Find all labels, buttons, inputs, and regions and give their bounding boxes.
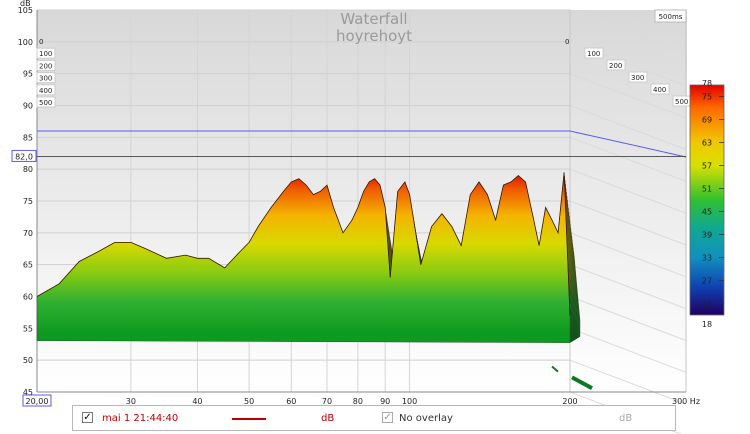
overlay-checkbox-2[interactable]: ✓ — [382, 412, 393, 423]
colorbar-label: 33 — [702, 254, 712, 263]
time-tick-box — [650, 83, 670, 95]
y-tick-label: 75 — [23, 197, 33, 206]
y-tick-label: 80 — [23, 165, 33, 174]
colorbar-label: 27 — [702, 277, 712, 286]
floor-shard — [571, 375, 593, 390]
time-tick-left: 300 — [39, 75, 52, 83]
x-tick-label: 50 — [244, 397, 254, 406]
colorbar-label: 75 — [702, 93, 712, 102]
time-tick-left: 0 — [39, 38, 43, 46]
side-gridline — [569, 296, 687, 341]
y-tick-label: 95 — [23, 70, 33, 79]
time-tick-left: 200 — [39, 62, 52, 70]
time-tick-box — [36, 72, 56, 84]
chart-subtitle: hoyrehoyt — [336, 27, 412, 45]
y-tick-label: 50 — [23, 356, 33, 365]
time-badge: 500ms — [659, 13, 683, 21]
time-badge-box — [654, 9, 687, 23]
time-tick-box — [36, 84, 56, 96]
side-gridline — [569, 168, 687, 214]
time-tick-box — [36, 96, 56, 108]
side-gridline — [569, 105, 687, 150]
colorbar-label: 69 — [702, 116, 712, 125]
x-tick-label: 80 — [353, 397, 363, 406]
time-tick-right: 0 — [565, 38, 569, 46]
side-gridline — [569, 200, 687, 246]
legend-entry-2-unit: dB — [619, 413, 633, 424]
colorbar-label: 51 — [702, 185, 712, 194]
legend-entry-1-line — [232, 418, 266, 420]
chart-title: Waterfall — [340, 10, 407, 28]
time-tick-right: 400 — [653, 86, 666, 94]
x-tick-label: 60 — [286, 397, 296, 406]
x-marker-box — [22, 394, 52, 407]
legend-entry-2-label: No overlay — [399, 413, 453, 424]
colorbar-label: 63 — [702, 139, 712, 148]
floor-shard — [551, 365, 559, 373]
time-tick-box — [36, 59, 56, 71]
time-tick-right: 300 — [631, 74, 644, 82]
y-tick-label: 65 — [23, 261, 33, 270]
side-gridline — [569, 232, 687, 278]
y-axis-unit: dB — [20, 0, 31, 8]
y-tick-label: 45 — [23, 388, 33, 397]
colorbar-label: 45 — [702, 208, 712, 217]
side-gridline — [569, 264, 687, 310]
side-gridline — [569, 73, 687, 119]
y-marker-label: 82,0 — [15, 152, 33, 161]
x-tick-label: 90 — [380, 397, 390, 406]
x-tick-label: 100 — [402, 397, 417, 406]
colorbar-label: 57 — [702, 162, 712, 171]
overlay-checkbox-1[interactable]: ✓ — [82, 412, 93, 423]
y-tick-label: 90 — [23, 102, 33, 111]
threshold-line — [37, 130, 687, 158]
time-tick-left: 400 — [39, 87, 52, 95]
colorbar-label: 18 — [702, 320, 712, 329]
y-tick-label: 70 — [23, 229, 33, 238]
side-gridline — [569, 136, 687, 182]
time-tick-box — [584, 47, 604, 59]
x-tick-label: 30 — [126, 397, 136, 406]
y-marker-box — [11, 149, 37, 162]
front-slice-line — [36, 172, 571, 316]
time-tick-box — [36, 47, 56, 59]
x-tick-label: 200 — [562, 397, 577, 406]
x-tick-label: 300 Hz — [672, 397, 700, 406]
time-tick-box — [628, 71, 648, 83]
side-gridline — [569, 9, 687, 55]
y-tick-label: 100 — [18, 38, 33, 47]
colorbar-label: 39 — [702, 231, 712, 240]
y-tick-label: 85 — [23, 133, 33, 142]
time-tick-right: 500 — [675, 98, 688, 106]
legend-entry-1-unit: dB — [321, 413, 335, 424]
time-tick-box — [606, 59, 626, 71]
side-gridline — [569, 327, 687, 373]
y-tick-label: 105 — [18, 6, 33, 15]
time-tick-left: 500 — [39, 99, 52, 107]
colorbar-label: 21 — [702, 300, 712, 309]
colorbar — [689, 84, 725, 316]
x-tick-label: 40 — [192, 397, 202, 406]
y-tick-label: 55 — [23, 324, 33, 333]
time-tick-right: 200 — [609, 62, 622, 70]
y-tick-label: 60 — [23, 293, 33, 302]
colorbar-label: 78 — [702, 79, 712, 88]
side-gridline — [569, 359, 687, 405]
legend-bar: ✓ mai 1 21:44:40 dB ✓ No overlay dB — [72, 405, 676, 431]
time-tick-left: 100 — [39, 50, 52, 58]
x-marker-label: 20,00 — [26, 397, 49, 406]
x-tick-label: 70 — [322, 397, 332, 406]
time-tick-right: 100 — [587, 50, 600, 58]
legend-entry-1-label: mai 1 21:44:40 — [102, 413, 179, 424]
